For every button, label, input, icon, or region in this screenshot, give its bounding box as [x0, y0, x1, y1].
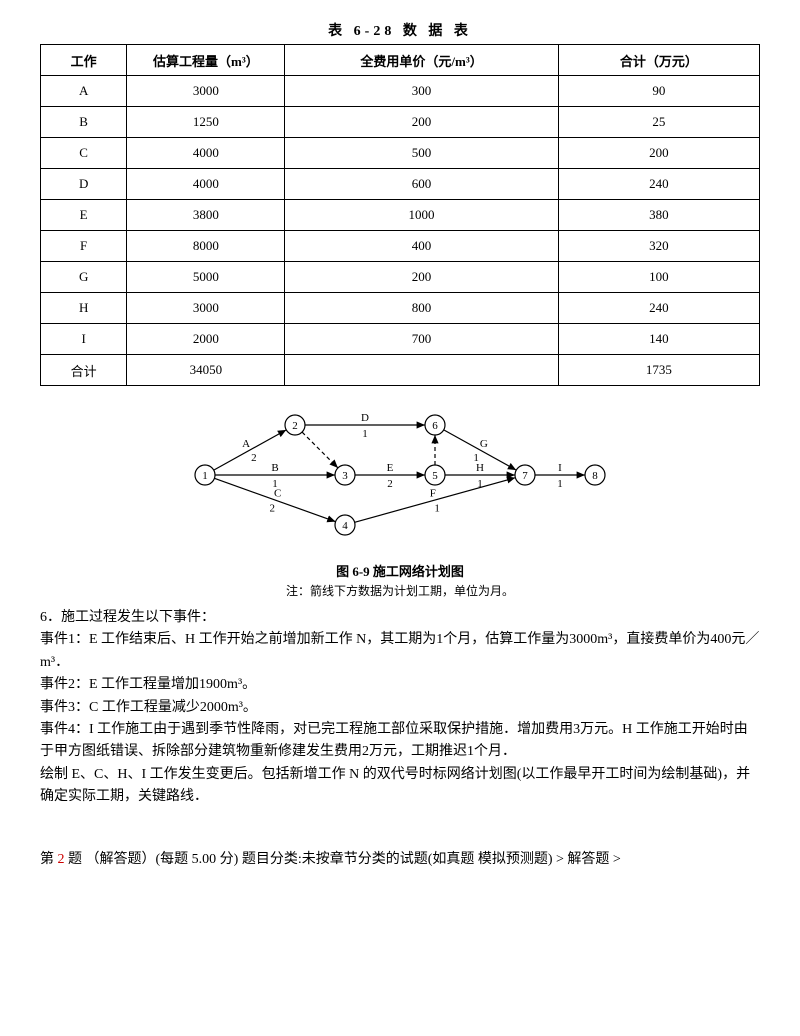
svg-text:3: 3	[342, 470, 348, 482]
table-cell: 4000	[127, 169, 285, 200]
table-cell: 5000	[127, 262, 285, 293]
problem-text: 6．施工过程发生以下事件： 事件1：E 工作结束后、H 工作开始之前增加新工作 …	[40, 607, 760, 809]
table-cell: 200	[285, 107, 558, 138]
svg-text:2: 2	[251, 452, 256, 464]
svg-text:A: A	[242, 438, 250, 450]
svg-text:D: D	[361, 412, 369, 424]
table-cell: G	[41, 262, 127, 293]
table-row: H3000800240	[41, 293, 760, 324]
svg-text:B: B	[271, 462, 278, 474]
svg-text:8: 8	[592, 470, 598, 482]
col-work: 工作	[41, 45, 127, 76]
table-row: B125020025	[41, 107, 760, 138]
table-cell: B	[41, 107, 127, 138]
table-cell: 3000	[127, 293, 285, 324]
svg-text:2: 2	[387, 478, 393, 490]
svg-text:1: 1	[557, 478, 563, 490]
line-1: 事件1：E 工作结束后、H 工作开始之前增加新工作 N，其工期为1个月，估算工作…	[40, 629, 760, 674]
svg-text:E: E	[387, 462, 394, 474]
svg-text:4: 4	[342, 520, 348, 532]
table-cell: 400	[285, 231, 558, 262]
svg-text:5: 5	[432, 470, 438, 482]
table-cell: 34050	[127, 355, 285, 386]
diagram-note: 注：箭线下方数据为计划工期，单位为月。	[40, 582, 760, 599]
svg-text:2: 2	[292, 420, 298, 432]
svg-text:F: F	[430, 487, 436, 499]
q2-rest: 题 （解答题）(每题 5.00 分) 题目分类:未按章节分类的试题(如真题 模拟…	[65, 852, 621, 867]
svg-text:2: 2	[270, 503, 276, 515]
table-cell: 合计	[41, 355, 127, 386]
table-row: I2000700140	[41, 324, 760, 355]
line-5: 绘制 E、C、H、I 工作发生变更后。包括新增工作 N 的双代号时标网络计划图(…	[40, 764, 760, 809]
line-4: 事件4：I 工作施工由于遇到季节性降雨，对已完工程施工部位采取保护措施．增加费用…	[40, 719, 760, 764]
table-cell: 380	[558, 200, 759, 231]
table-cell: D	[41, 169, 127, 200]
svg-text:G: G	[480, 438, 488, 450]
table-cell: 1250	[127, 107, 285, 138]
table-cell: 240	[558, 169, 759, 200]
table-cell: 8000	[127, 231, 285, 262]
table-row: C4000500200	[41, 138, 760, 169]
table-cell: 800	[285, 293, 558, 324]
table-cell: C	[41, 138, 127, 169]
table-cell: 1735	[558, 355, 759, 386]
table-cell: 3800	[127, 200, 285, 231]
line-0: 6．施工过程发生以下事件：	[40, 607, 760, 629]
table-cell: 100	[558, 262, 759, 293]
col-qty: 估算工程量（m³）	[127, 45, 285, 76]
line-2: 事件2：E 工作工程量增加1900m³。	[40, 674, 760, 696]
table-cell: 300	[285, 76, 558, 107]
table-row: F8000400320	[41, 231, 760, 262]
table-cell: 4000	[127, 138, 285, 169]
table-cell: 1000	[285, 200, 558, 231]
table-row: D4000600240	[41, 169, 760, 200]
svg-text:6: 6	[432, 420, 438, 432]
network-diagram: A2B1C2D1E2F1H1G1I112345678 图 6-9 施工网络计划图…	[40, 400, 760, 599]
svg-text:1: 1	[477, 478, 483, 490]
question-2-header: 第 2 题 （解答题）(每题 5.00 分) 题目分类:未按章节分类的试题(如真…	[40, 849, 760, 871]
table-row: G5000200100	[41, 262, 760, 293]
table-row: A300030090	[41, 76, 760, 107]
table-cell: F	[41, 231, 127, 262]
table-cell	[285, 355, 558, 386]
table-row: 合计34050 1735	[41, 355, 760, 386]
table-cell: 25	[558, 107, 759, 138]
diagram-caption: 图 6-9 施工网络计划图	[40, 561, 760, 580]
table-cell: 500	[285, 138, 558, 169]
q2-number: 2	[58, 852, 65, 867]
data-table: 工作 估算工程量（m³） 全费用单价（元/m³） 合计（万元） A3000300…	[40, 44, 760, 386]
table-cell: 320	[558, 231, 759, 262]
table-cell: 3000	[127, 76, 285, 107]
table-cell: 200	[558, 138, 759, 169]
svg-text:1: 1	[202, 470, 208, 482]
line-3: 事件3：C 工作工程量减少2000m³。	[40, 697, 760, 719]
table-header-row: 工作 估算工程量（m³） 全费用单价（元/m³） 合计（万元）	[41, 45, 760, 76]
table-cell: 200	[285, 262, 558, 293]
table-cell: 90	[558, 76, 759, 107]
svg-text:7: 7	[522, 470, 528, 482]
table-cell: I	[41, 324, 127, 355]
col-total: 合计（万元）	[558, 45, 759, 76]
table-cell: 140	[558, 324, 759, 355]
q2-prefix: 第	[40, 852, 58, 867]
svg-text:C: C	[274, 487, 281, 499]
table-cell: E	[41, 200, 127, 231]
table-cell: 700	[285, 324, 558, 355]
table-cell: 2000	[127, 324, 285, 355]
table-row: E38001000380	[41, 200, 760, 231]
svg-text:1: 1	[362, 428, 368, 440]
table-cell: A	[41, 76, 127, 107]
svg-text:1: 1	[434, 503, 440, 515]
table-title: 表 6-28 数 据 表	[40, 20, 760, 40]
table-cell: 600	[285, 169, 558, 200]
svg-text:I: I	[558, 462, 562, 474]
table-cell: H	[41, 293, 127, 324]
svg-text:1: 1	[473, 452, 479, 464]
table-cell: 240	[558, 293, 759, 324]
col-price: 全费用单价（元/m³）	[285, 45, 558, 76]
